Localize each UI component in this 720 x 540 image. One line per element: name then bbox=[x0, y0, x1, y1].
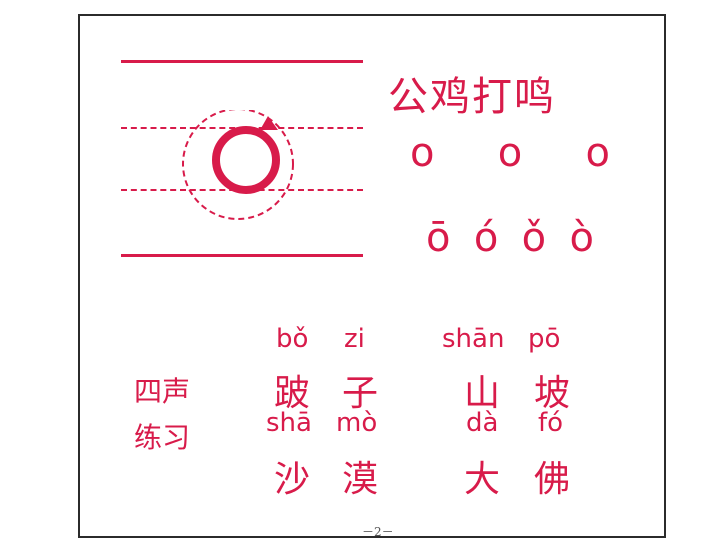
pinyin-bo: bǒ bbox=[276, 324, 309, 354]
vowel-o-2: o bbox=[497, 130, 523, 176]
vowel-row: o o o bbox=[410, 130, 610, 176]
tone-o-1: ō bbox=[426, 215, 451, 261]
letter-o-stroke-demo: 1 bbox=[180, 110, 300, 230]
practice-label-line1: 四声 bbox=[134, 375, 191, 408]
pinyin-zi: zi bbox=[344, 324, 365, 354]
guide-line-top bbox=[121, 60, 363, 63]
pinyin-sha: shā bbox=[266, 408, 312, 438]
hanzi-fo: 佛 bbox=[534, 459, 571, 500]
big-letter-o bbox=[212, 126, 280, 194]
hanzi-da: 大 bbox=[464, 459, 501, 500]
lesson-title: 公鸡打鸣 bbox=[388, 74, 556, 120]
stroke-order-arrow-icon: 1 bbox=[182, 110, 294, 220]
hanzi-bo: 跛 bbox=[274, 373, 311, 414]
hanzi-sha: 沙 bbox=[274, 459, 311, 500]
hanzi-zi: 子 bbox=[342, 373, 379, 414]
tone-o-3: ǒ bbox=[521, 215, 547, 261]
hanzi-po: 坡 bbox=[534, 373, 571, 414]
pinyin-shan: shān bbox=[442, 324, 505, 354]
tone-o-4: ò bbox=[569, 215, 594, 261]
hanzi-shan: 山 bbox=[464, 373, 501, 414]
page-number: －2－ bbox=[362, 525, 394, 539]
vowel-o-3: o bbox=[585, 130, 610, 176]
tone-row: ō ó ǒ ò bbox=[426, 215, 594, 261]
tone-o-2: ó bbox=[473, 215, 499, 261]
pinyin-fo: fó bbox=[538, 408, 564, 438]
pinyin-po: pō bbox=[528, 324, 561, 354]
pinyin-da: dà bbox=[466, 408, 499, 438]
practice-label-line2: 练习 bbox=[134, 421, 191, 454]
worksheet-page: 1 公鸡打鸣 o o o ō ó ǒ ò 四声 练习 bǒ zi 跛 子 shā… bbox=[78, 14, 666, 539]
pinyin-mo: mò bbox=[336, 408, 378, 438]
hanzi-mo: 漠 bbox=[342, 459, 379, 500]
guide-line-bottom bbox=[121, 254, 363, 257]
vowel-o-1: o bbox=[410, 130, 435, 176]
